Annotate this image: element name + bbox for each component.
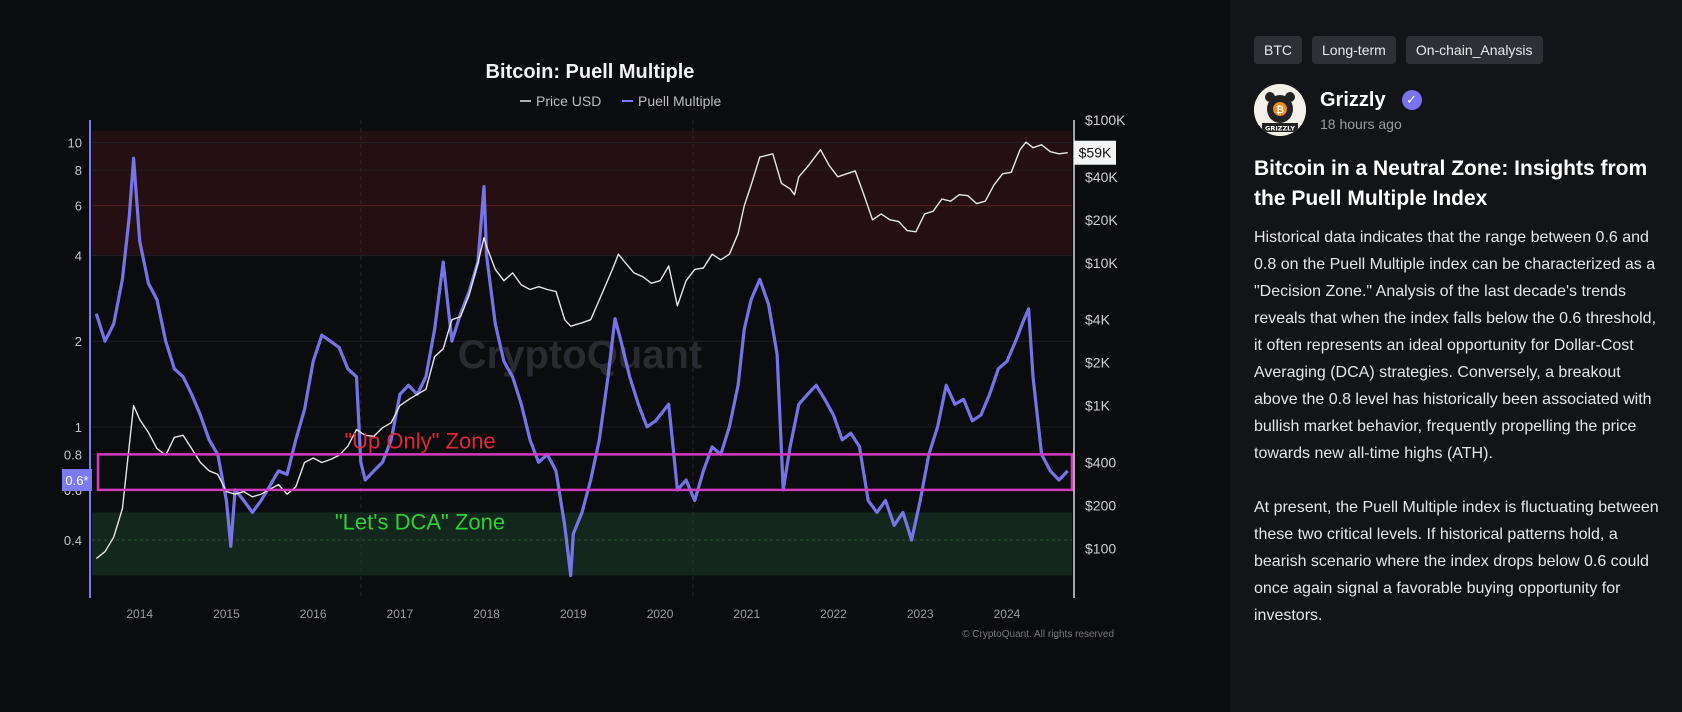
x-tick-2017: 2017 xyxy=(387,607,414,621)
author-name[interactable]: Grizzly xyxy=(1320,88,1386,111)
chart-title: Bitcoin: Puell Multiple xyxy=(486,61,695,83)
right-tick-1: $40K xyxy=(1085,169,1118,185)
post-panel: BTC Long-term On-chain_Analysis ₿ GRIZZL… xyxy=(1254,36,1664,666)
x-tick-2015: 2015 xyxy=(213,607,240,621)
tag-list: BTC Long-term On-chain_Analysis xyxy=(1254,36,1664,64)
post-title: Bitcoin in a Neutral Zone: Insights from… xyxy=(1254,157,1648,210)
dca-zone-label: "Let's DCA" Zone xyxy=(335,509,505,534)
left-current-label: 0.6* xyxy=(65,473,88,488)
series-price-usd xyxy=(95,141,1068,560)
left-tick-5: 1 xyxy=(75,420,82,435)
author-name-row: Grizzly ✓ xyxy=(1320,89,1422,112)
chart-area: CryptoQuant "Up Only" Zone "Let's DCA" Zon… xyxy=(62,61,1127,640)
right-current-label: $59K xyxy=(1079,145,1112,161)
author-info: Grizzly ✓ 18 hours ago xyxy=(1320,89,1422,132)
x-tick-2022: 2022 xyxy=(820,607,847,621)
author-row: ₿ GRIZZLY Grizzly ✓ 18 hours ago xyxy=(1254,84,1664,136)
avatar[interactable]: ₿ GRIZZLY xyxy=(1254,84,1306,136)
copyright-text: © CryptoQuant. All rights reserved xyxy=(962,629,1114,640)
left-tick-0: 10 xyxy=(68,136,82,151)
x-tick-2021: 2021 xyxy=(733,607,760,621)
post-paragraph-2: At present, the Puell Multiple index is … xyxy=(1254,499,1659,624)
decision-zone-box xyxy=(96,453,1074,492)
right-tick-5: $2K xyxy=(1085,355,1111,371)
left-tick-2: 6 xyxy=(75,199,82,214)
right-tick-3: $10K xyxy=(1085,255,1118,271)
x-tick-2014: 2014 xyxy=(126,607,153,621)
x-tick-2018: 2018 xyxy=(473,607,500,621)
x-tick-2024: 2024 xyxy=(994,607,1021,621)
left-tick-3: 4 xyxy=(75,249,82,264)
left-tick-8: 0.4 xyxy=(64,533,82,548)
x-tick-2019: 2019 xyxy=(560,607,587,621)
puell-multiple-chart: CryptoQuant "Up Only" Zone "Let's DCA" Zon… xyxy=(62,61,1126,640)
left-current-badge xyxy=(62,469,92,492)
verified-badge-icon: ✓ xyxy=(1401,90,1422,110)
watermark-text: CryptoQuant xyxy=(458,333,702,377)
x-tick-2020: 2020 xyxy=(647,607,674,621)
right-tick-4: $4K xyxy=(1085,312,1111,328)
left-tick-1: 8 xyxy=(75,163,82,178)
up-only-zone-label: "Up Only" Zone xyxy=(344,428,495,453)
avatar-logo-text: GRIZZLY xyxy=(1265,125,1295,133)
right-tick-9: $100 xyxy=(1085,540,1116,556)
x-tick-2023: 2023 xyxy=(907,607,934,621)
legend-puell-label: Puell Multiple xyxy=(638,93,721,109)
svg-text:₿: ₿ xyxy=(1276,104,1284,116)
right-tick-6: $1K xyxy=(1085,398,1111,414)
tag-on-chain-analysis[interactable]: On-chain_Analysis xyxy=(1405,36,1543,64)
left-tick-4: 2 xyxy=(75,334,82,349)
right-tick-7: $400 xyxy=(1085,454,1116,470)
post-paragraph-1: Historical data indicates that the range… xyxy=(1254,229,1657,462)
series-puell-multiple xyxy=(94,156,1069,578)
left-tick-6: 0.8 xyxy=(64,447,82,462)
tag-btc[interactable]: BTC xyxy=(1254,36,1302,64)
right-tick-8: $200 xyxy=(1085,497,1116,513)
grizzly-bear-icon: ₿ GRIZZLY xyxy=(1254,84,1306,136)
right-tick-0: $100K xyxy=(1085,112,1126,128)
x-tick-2016: 2016 xyxy=(300,607,327,621)
tag-long-term[interactable]: Long-term xyxy=(1312,36,1396,64)
dca-zone-band xyxy=(92,512,1072,576)
right-current-badge xyxy=(1074,140,1116,165)
legend-price-label: Price USD xyxy=(536,93,601,109)
red-zone-band xyxy=(92,130,1072,256)
right-tick-2: $20K xyxy=(1085,212,1118,228)
post-body: Historical data indicates that the range… xyxy=(1254,224,1664,629)
post-time: 18 hours ago xyxy=(1320,115,1402,132)
